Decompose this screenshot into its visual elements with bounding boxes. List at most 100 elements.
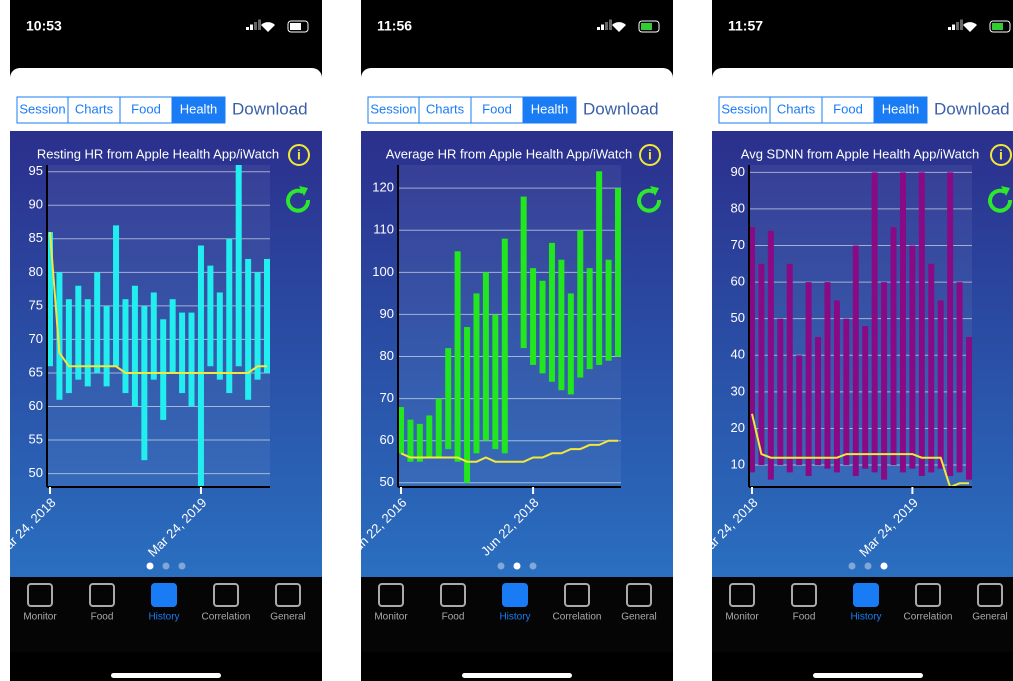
tab-bar-label: Monitor <box>725 612 759 623</box>
segment-tab[interactable] <box>769 96 823 124</box>
tab-bar-icon[interactable] <box>977 583 1003 607</box>
range-bar <box>235 165 242 367</box>
range-bar <box>197 245 204 487</box>
tab-bar-label: Monitor <box>23 612 57 623</box>
tab-bar-icon[interactable] <box>915 583 941 607</box>
tab-bar-icon[interactable] <box>791 583 817 607</box>
range-bar <box>75 285 82 380</box>
tab-bar-icon[interactable] <box>213 583 239 607</box>
tab-bar-icon[interactable] <box>151 583 177 607</box>
tab-bar-icon[interactable] <box>378 583 404 607</box>
tab-bar-icon[interactable] <box>729 583 755 607</box>
refresh-button[interactable] <box>637 188 661 213</box>
range-bar <box>805 282 812 477</box>
y-tick-label: 80 <box>380 348 394 363</box>
trend-line <box>751 413 969 489</box>
range-bar <box>216 292 223 380</box>
signal-bar <box>250 24 253 30</box>
segment-tab[interactable] <box>119 96 173 124</box>
download-button[interactable]: Download <box>934 99 1010 118</box>
segment-tab[interactable] <box>67 96 121 124</box>
segment-tab[interactable] <box>718 96 771 124</box>
signal-bar <box>609 19 612 30</box>
tab-bar-icon[interactable] <box>502 583 528 607</box>
y-tick-label: 60 <box>380 432 394 447</box>
info-button[interactable] <box>288 144 310 166</box>
y-tick-label: 55 <box>29 431 43 446</box>
segment-tab[interactable] <box>873 96 928 124</box>
y-tick-label: 65 <box>29 364 43 379</box>
range-bar <box>407 419 414 462</box>
page-dot <box>848 562 856 570</box>
signal-bar <box>246 27 249 30</box>
refresh-arrow <box>299 186 308 196</box>
range-bar <box>558 259 565 391</box>
chart-title: Average HR from Apple Health App/iWatch <box>386 146 632 161</box>
battery <box>287 20 309 33</box>
segment-tab-label: Charts <box>75 101 114 116</box>
tab-bar-icon[interactable] <box>564 583 590 607</box>
tab-bar-icon[interactable] <box>440 583 466 607</box>
page-dot <box>880 562 888 570</box>
refresh-button[interactable] <box>286 188 310 213</box>
signal-bar <box>956 22 959 30</box>
download-button[interactable]: Download <box>583 99 659 118</box>
range-bar <box>881 282 888 480</box>
range-bar <box>150 292 157 380</box>
range-bar <box>852 245 859 477</box>
refresh-button[interactable] <box>988 188 1012 213</box>
y-tick-label: 60 <box>731 274 745 289</box>
range-bar <box>426 415 433 458</box>
y-tick-label: 110 <box>373 222 394 237</box>
tab-bar-icon[interactable] <box>89 583 115 607</box>
range-bar <box>131 285 138 407</box>
range-bar <box>843 318 850 466</box>
y-tick-label: 40 <box>731 347 745 362</box>
tab-bar-label: Food <box>442 612 465 623</box>
tab-bar-icon[interactable] <box>275 583 301 607</box>
range-bar <box>605 259 612 361</box>
plot-area <box>749 165 972 487</box>
range-bar <box>796 355 803 466</box>
segment-tab[interactable] <box>418 96 472 124</box>
phone: 11:57 Session Charts Food Health Download Avg … <box>696 0 1013 681</box>
segment-tab[interactable] <box>821 96 875 124</box>
info-icon: i <box>999 147 1003 163</box>
page-dot <box>497 562 505 570</box>
tab-bar-icon[interactable] <box>27 583 53 607</box>
y-tick-label: 70 <box>380 390 394 405</box>
range-bar <box>824 282 831 469</box>
range-bar <box>264 258 270 373</box>
tab-bar-icon[interactable] <box>853 583 879 607</box>
tab-bar-icon[interactable] <box>626 583 652 607</box>
wifi-icon <box>261 22 275 32</box>
segment-tab[interactable] <box>522 96 577 124</box>
plot-area <box>398 165 621 487</box>
status-time: 11:56 <box>377 18 412 34</box>
segment-tab[interactable] <box>16 96 69 124</box>
download-button[interactable]: Download <box>232 99 308 118</box>
range-bar <box>937 300 944 469</box>
page-dot <box>513 562 521 570</box>
signal-bar <box>254 22 257 30</box>
info-button[interactable] <box>639 144 661 166</box>
range-bar <box>416 423 423 462</box>
range-bar <box>464 327 471 483</box>
battery-level <box>641 23 652 30</box>
segment-tab[interactable] <box>470 96 524 124</box>
range-bar <box>520 196 527 349</box>
battery-level <box>290 23 301 30</box>
range-bar <box>398 407 404 454</box>
y-tick-label: 50 <box>380 474 394 489</box>
segment-tab-label: Session <box>721 101 767 116</box>
segment-tab[interactable] <box>171 96 226 124</box>
range-bar <box>918 172 925 477</box>
phone: 10:53 Session Charts Food Health Download Rest… <box>0 0 322 681</box>
signal-bar <box>601 24 604 30</box>
range-bar <box>966 336 972 480</box>
info-button[interactable] <box>990 144 1012 166</box>
range-bar <box>141 305 148 461</box>
battery-level <box>992 23 1003 30</box>
home-indicator <box>111 673 221 678</box>
y-tick-label: 20 <box>731 420 745 435</box>
